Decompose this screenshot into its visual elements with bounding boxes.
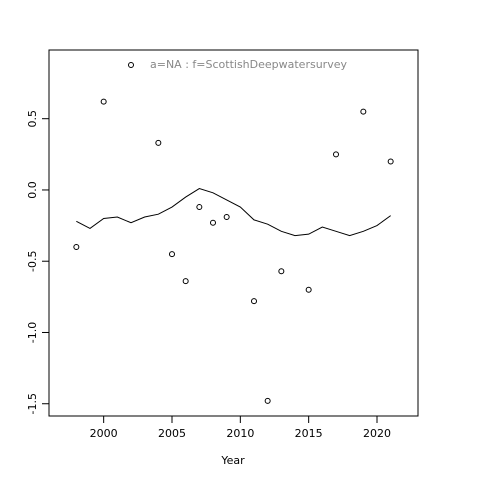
x-tick-label: 2000: [90, 427, 118, 440]
x-tick-label: 2020: [363, 427, 391, 440]
point: [196, 204, 203, 211]
point: [387, 158, 394, 165]
point: [333, 151, 339, 158]
y-tick-label: 0.5: [26, 110, 39, 128]
legend-label: a=NA : f=ScottishDeepwatersurvey: [150, 58, 347, 71]
point: [251, 298, 257, 305]
legend-marker: [128, 62, 134, 68]
point: [155, 139, 162, 146]
y-tick-label: -0.5: [26, 250, 39, 271]
plot-box: [48, 49, 419, 417]
x-tick-label: 2005: [158, 427, 186, 440]
x-axis-label: Year: [220, 454, 245, 467]
y-tick-label: -1.0: [26, 322, 39, 343]
x-tick-label: 2015: [295, 427, 323, 440]
point: [210, 219, 216, 226]
trend-line: [76, 187, 391, 237]
point: [73, 243, 80, 250]
point: [305, 286, 312, 293]
y-tick-label: 0.0: [26, 181, 39, 199]
point: [182, 278, 189, 285]
point: [264, 397, 271, 404]
point: [223, 214, 230, 221]
point: [169, 251, 175, 258]
point: [360, 108, 367, 115]
point: [100, 98, 107, 105]
point: [278, 268, 285, 275]
x-tick-label: 2010: [226, 427, 254, 440]
y-tick-label: -1.5: [26, 393, 39, 414]
